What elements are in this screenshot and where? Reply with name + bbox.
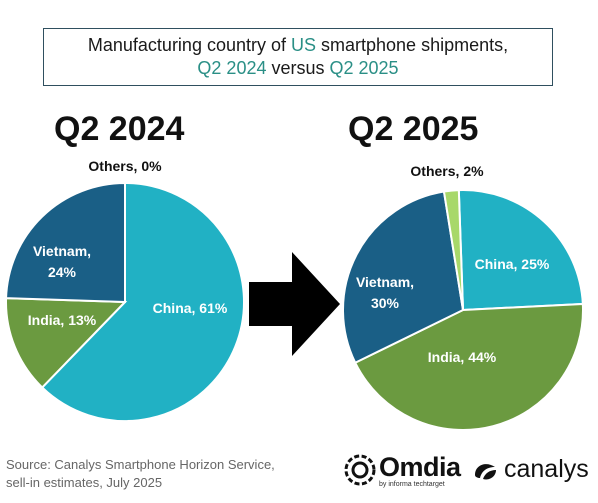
canalys-wordmark: canalys: [504, 455, 589, 483]
canalys-logo-icon: [475, 463, 496, 479]
title-text-a: Manufacturing country of: [87, 35, 291, 55]
pie-q2-2024-label-others: Others, 0%: [88, 158, 162, 174]
title-versus: versus: [266, 58, 330, 78]
title-us: US: [291, 35, 317, 55]
chart-title-box: Manufacturing country of US smartphone s…: [43, 28, 553, 86]
canalys-logo: canalys: [472, 455, 589, 484]
title-line-1: Manufacturing country of US smartphone s…: [88, 34, 508, 57]
pie-q2-2025-label-others: Others, 2%: [410, 163, 484, 179]
omdia-logo: Omdia by informa techtarget: [344, 452, 461, 488]
pie-q2-2025-slice-vietnam: [342, 190, 465, 365]
pie-q2-2024-label-vietnam: Vietnam, 24%: [33, 243, 91, 280]
pie-q2-2024-label-china: China, 61%: [153, 300, 228, 316]
title-line-2: Q2 2024 versus Q2 2025: [197, 57, 398, 80]
pie-q2-2025-slice-china: [457, 189, 584, 312]
pie-q2-2025-label-india: India, 44%: [428, 349, 497, 365]
pie-q2-2025-label-china: China, 25%: [475, 256, 550, 272]
title-text-b: smartphone shipments,: [316, 35, 509, 55]
pie-q2-2024-slice-china: [40, 181, 245, 422]
source-line-1: Source: Canalys Smartphone Horizon Servi…: [6, 457, 275, 472]
omdia-wordmark: Omdia: [379, 452, 461, 482]
pie-q2-2024-slice-india: [5, 297, 128, 389]
pie-heading-2024: Q2 2024: [54, 110, 185, 148]
source-note: Source: Canalys Smartphone Horizon Servi…: [6, 456, 306, 492]
source-line-2: sell-in estimates, July 2025: [6, 475, 163, 490]
pie-q2-2024-label-india: India, 13%: [28, 312, 97, 328]
pie-q2-2024-slice-vietnam: [5, 181, 126, 304]
omdia-logo-icon: [344, 454, 376, 486]
pie-2024: China, 61% India, 13% Vietnam, 24% Others, 0…: [5, 158, 245, 422]
omdia-tagline: by informa techtarget: [379, 481, 445, 488]
title-q2024: Q2 2024: [197, 58, 267, 78]
pie-heading-2025: Q2 2025: [348, 110, 479, 148]
pie-2025: China, 25% India, 44% Vietnam, 30% Others, 2…: [342, 163, 584, 431]
pie-q2-2025-label-vietnam: Vietnam, 30%: [356, 274, 414, 311]
title-q2025: Q2 2025: [329, 58, 399, 78]
arrow-icon: [249, 252, 340, 356]
pie-q2-2025-slice-others: [442, 189, 464, 311]
